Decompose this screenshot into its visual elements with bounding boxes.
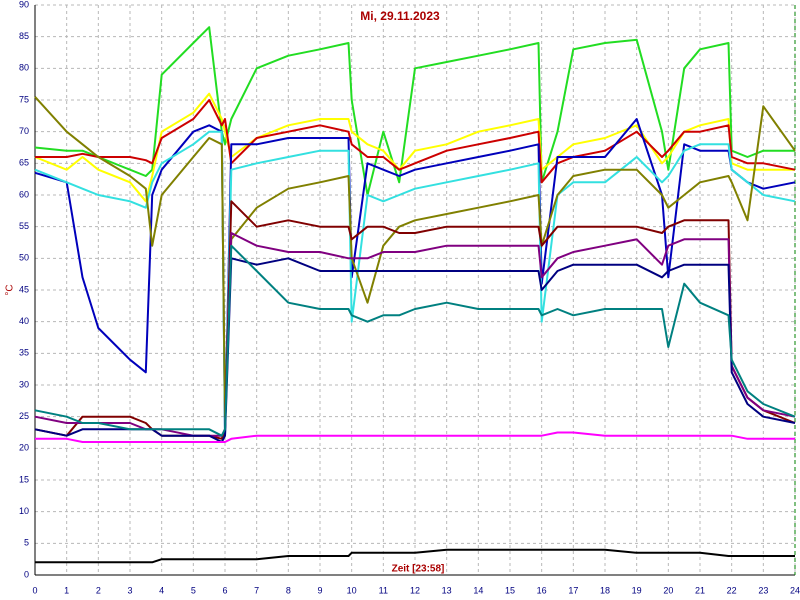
x-tick-label: 22: [727, 585, 737, 595]
y-tick-label: 40: [19, 316, 29, 326]
y-tick-label: 65: [19, 158, 29, 168]
series-line: [35, 431, 795, 443]
series-line: [35, 99, 796, 184]
series-line: [34, 244, 796, 437]
y-tick-label: 35: [19, 348, 29, 358]
x-tick-label: 8: [286, 585, 291, 595]
series-line: [34, 130, 796, 437]
x-tick-label: 11: [379, 585, 388, 595]
x-tick-label: 10: [347, 585, 357, 595]
x-tick-label: 13: [442, 585, 452, 595]
y-tick-label: 10: [19, 506, 29, 516]
series-line: [34, 26, 795, 196]
x-tick-label: 7: [254, 585, 259, 595]
x-tick-label: 20: [663, 585, 673, 595]
y-tick-label: 30: [19, 379, 29, 389]
y-tick-label: 5: [24, 538, 29, 548]
x-tick-label: 2: [96, 585, 101, 595]
y-tick-label: 85: [19, 31, 29, 41]
x-tick-label: 0: [32, 585, 37, 595]
series-line: [34, 118, 796, 437]
y-tick-label: 0: [24, 569, 29, 579]
x-tick-label: 1: [64, 585, 69, 595]
y-tick-label: 60: [19, 189, 29, 199]
x-tick-label: 9: [317, 585, 322, 595]
series-line: [34, 257, 796, 443]
y-tick-label: 55: [19, 221, 29, 231]
y-tick-label: 75: [19, 94, 29, 104]
x-tick-label: 19: [632, 585, 642, 595]
y-tick-label: 70: [19, 126, 29, 136]
x-tick-label: 4: [159, 585, 164, 595]
x-tick-label: 21: [695, 585, 705, 595]
x-tick-label: 17: [568, 585, 578, 595]
y-tick-label: 20: [19, 443, 29, 453]
y-tick-label: 90: [19, 0, 29, 9]
x-tick-label: 23: [758, 585, 768, 595]
y-axis-label: °C: [5, 284, 16, 295]
x-tick-label: 18: [600, 585, 610, 595]
chart-title: Mi, 29.11.2023: [360, 9, 440, 23]
x-tick-label: 16: [537, 585, 547, 595]
y-tick-label: 15: [19, 474, 29, 484]
x-tick-label: 12: [410, 585, 420, 595]
x-tick-label: 15: [505, 585, 515, 595]
y-tick-label: 25: [19, 411, 29, 421]
x-axis-label: Zeit [23:58]: [392, 564, 445, 575]
y-tick-label: 80: [19, 63, 29, 73]
series-line: [34, 96, 796, 418]
x-tick-label: 5: [191, 585, 196, 595]
series-line: [34, 92, 795, 203]
x-tick-label: 24: [790, 585, 800, 595]
x-tick-label: 6: [222, 585, 227, 595]
y-tick-label: 50: [19, 253, 29, 263]
x-tick-label: 14: [473, 585, 483, 595]
y-tick-label: 45: [19, 284, 29, 294]
x-tick-label: 3: [127, 585, 132, 595]
series-line: [35, 548, 795, 564]
